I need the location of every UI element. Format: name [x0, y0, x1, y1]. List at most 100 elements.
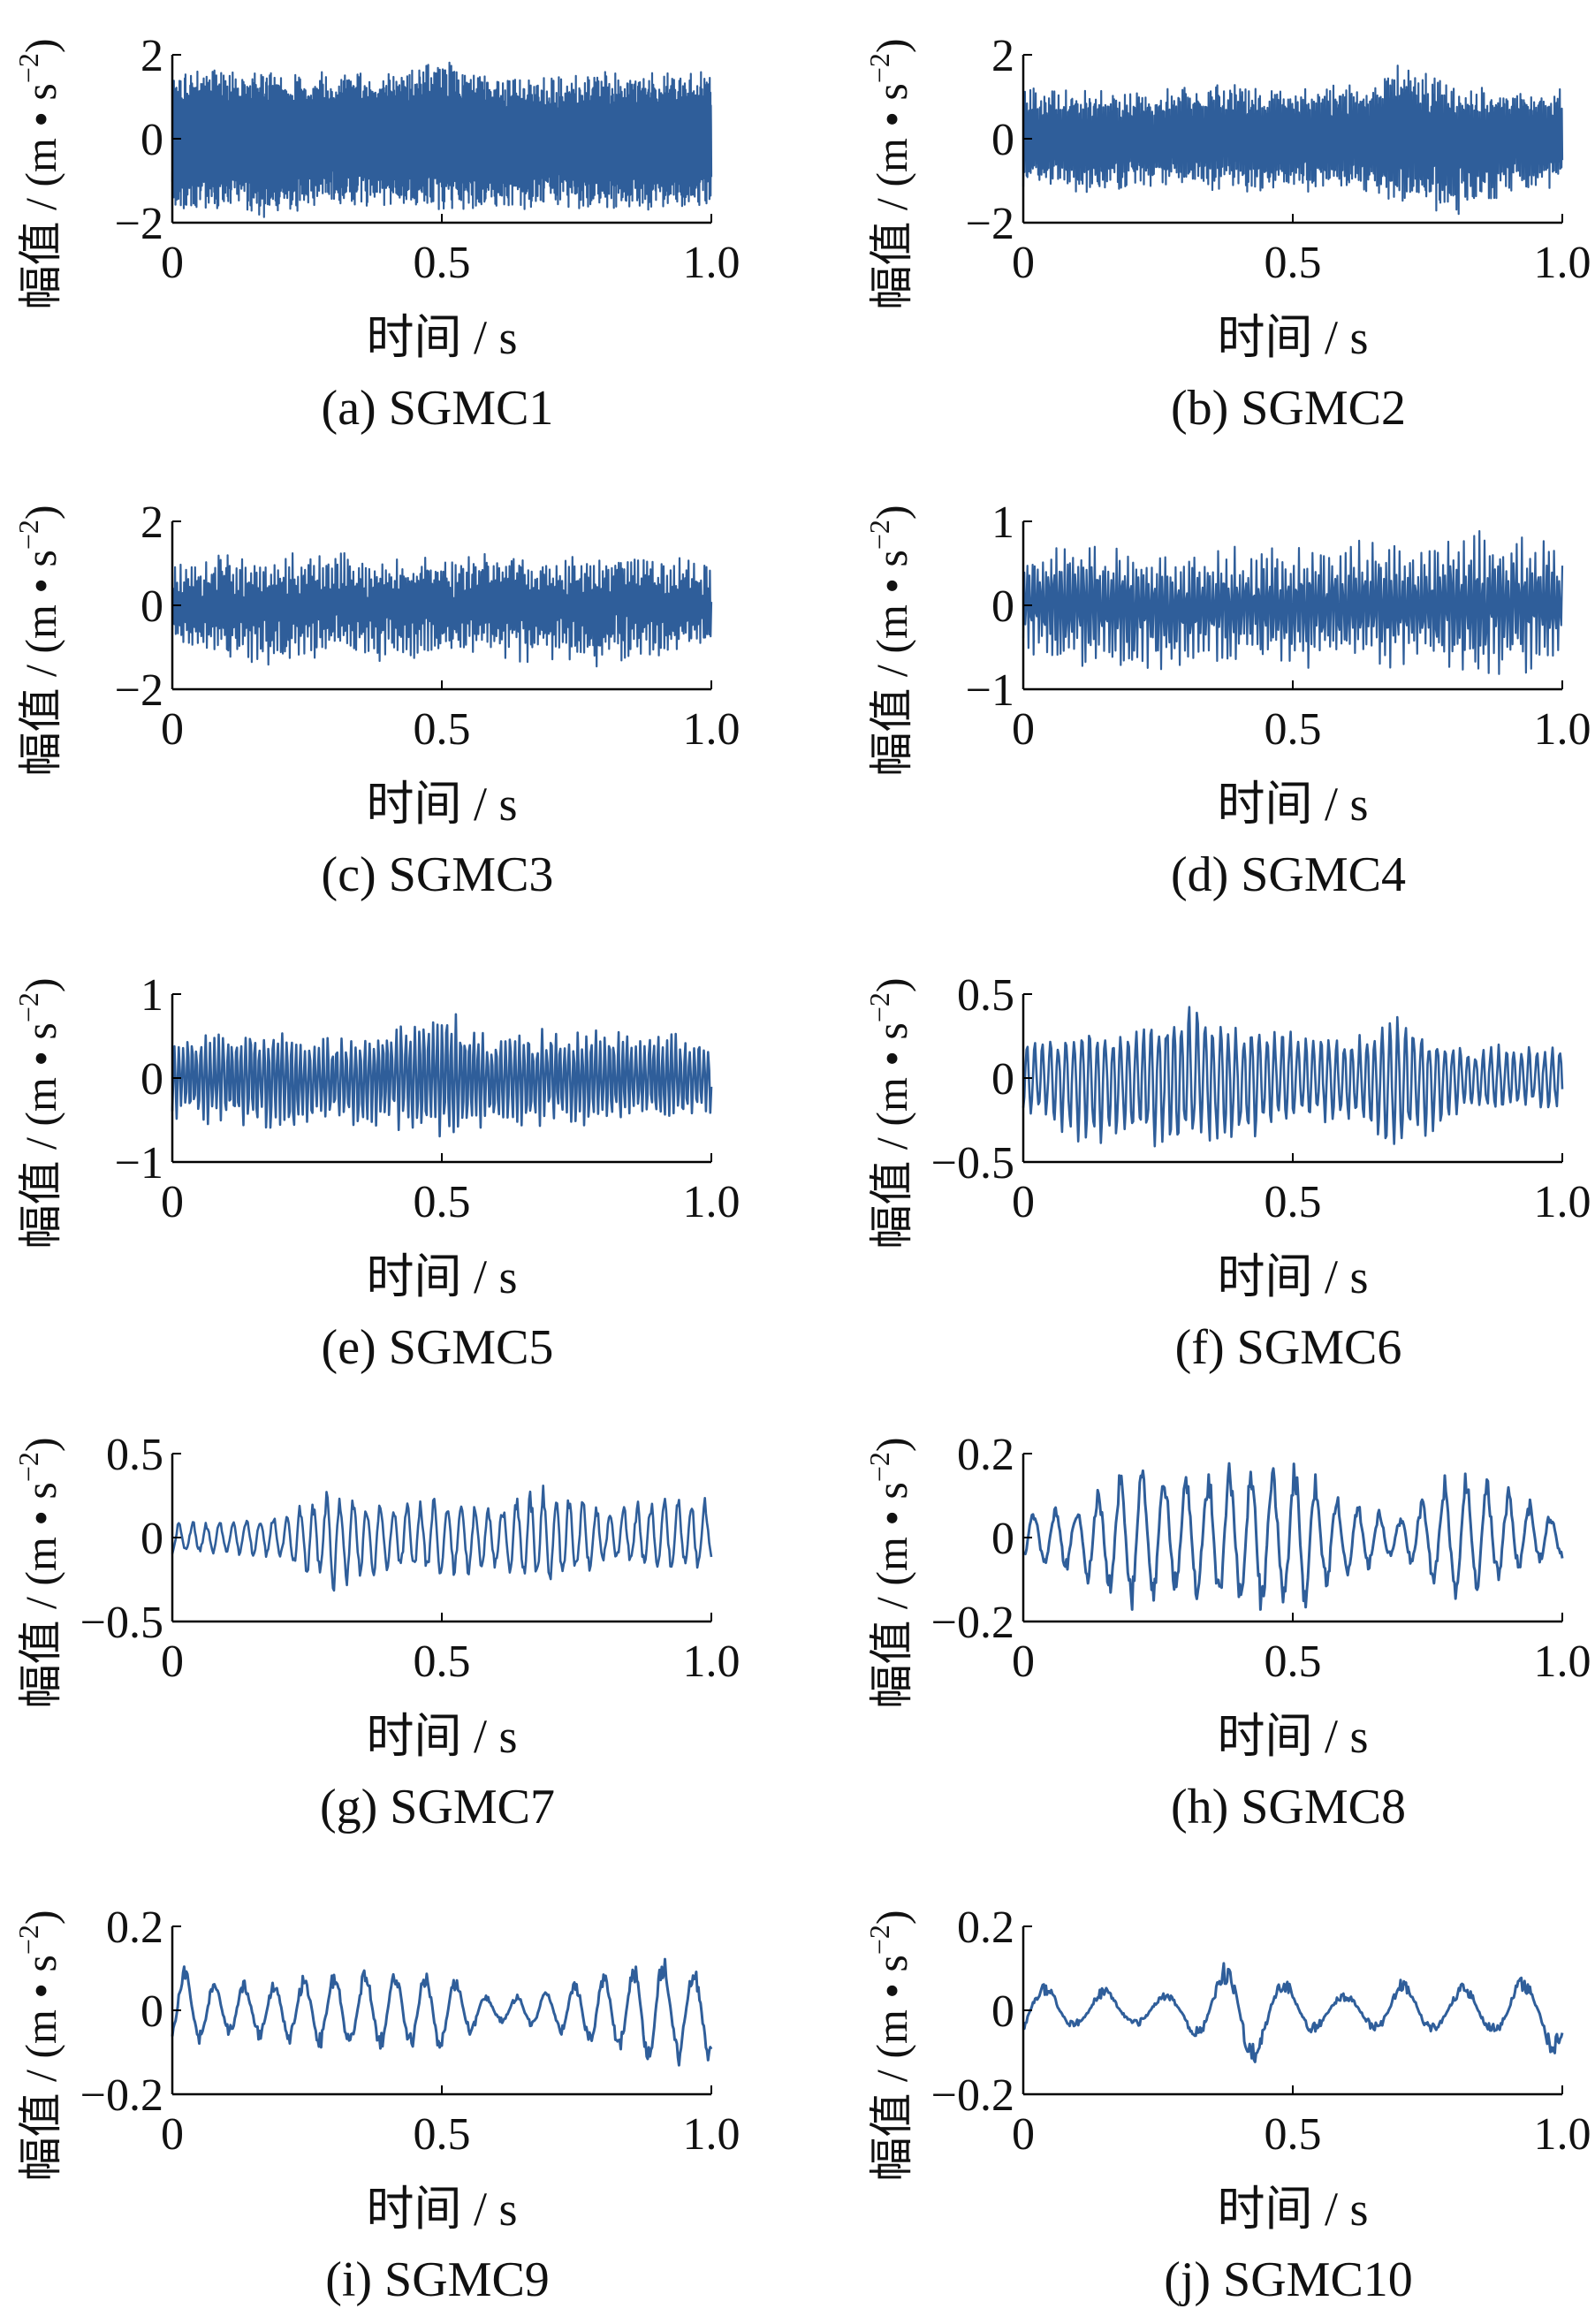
- y-tick-label: −0.5: [931, 1138, 1014, 1189]
- x-tick-label: 1.0: [1534, 1177, 1591, 1227]
- y-axis-title-exponent: −2: [12, 1925, 44, 1955]
- y-axis-title-main: 幅值 / (m • s: [867, 1482, 916, 1708]
- y-axis-title-exponent: −2: [12, 992, 44, 1022]
- y-axis-title-exponent: −2: [863, 992, 895, 1022]
- y-axis-title: 幅值 / (m • s−2): [12, 505, 65, 776]
- y-axis-title-exponent: −2: [863, 1925, 895, 1955]
- y-axis-title-main: 幅值 / (m • s: [16, 1482, 65, 1708]
- y-axis-title: 幅值 / (m • s−2): [12, 977, 65, 1249]
- y-axis-title-close: ): [867, 505, 916, 520]
- y-axis-title-close: ): [16, 1437, 65, 1452]
- panel-caption: (h) SGMC8: [1171, 1780, 1406, 1834]
- x-tick-label: 1.0: [683, 2109, 741, 2160]
- x-tick-label: 0.5: [1265, 238, 1322, 288]
- x-tick-label: 0: [161, 2109, 184, 2160]
- y-axis-title: 幅值 / (m • s−2): [863, 1910, 916, 2181]
- x-tick-label: 0.5: [414, 1637, 471, 1687]
- y-tick-label: −1: [966, 665, 1014, 716]
- x-tick-label: 1.0: [1534, 238, 1591, 288]
- x-tick-label: 1.0: [683, 1177, 741, 1227]
- y-tick-label: −0.2: [80, 2070, 163, 2121]
- y-tick-label: 0: [991, 1054, 1014, 1105]
- y-axis-title-main: 幅值 / (m • s: [16, 1022, 65, 1249]
- y-axis-title-close: ): [867, 1910, 916, 1925]
- x-tick-label: 0: [1012, 1177, 1035, 1227]
- panel-caption: (d) SGMC4: [1171, 847, 1406, 902]
- y-axis-title-main: 幅值 / (m • s: [16, 1955, 65, 2181]
- x-tick-label: 0.5: [414, 704, 471, 755]
- y-tick-label: 0: [141, 581, 163, 632]
- x-tick-label: 0: [161, 704, 184, 755]
- x-tick-label: 1.0: [683, 1637, 741, 1687]
- y-axis-title-close: ): [16, 505, 65, 520]
- panel-caption: (a) SGMC1: [322, 381, 554, 436]
- y-tick-label: 0: [991, 115, 1014, 165]
- series-line-SGMC2: [1022, 65, 1564, 216]
- panel-caption: (b) SGMC2: [1171, 381, 1406, 436]
- panel-caption: (i) SGMC9: [325, 2252, 550, 2307]
- panel-caption: (e) SGMC5: [322, 1320, 554, 1375]
- y-tick-label: 0: [991, 1986, 1014, 2037]
- x-axis-title: 时间 / s: [366, 311, 517, 364]
- x-axis-title: 时间 / s: [1217, 778, 1368, 831]
- y-tick-label: 0: [141, 1514, 163, 1564]
- y-axis-title-main: 幅值 / (m • s: [16, 550, 65, 776]
- y-axis-title: 幅值 / (m • s−2): [863, 505, 916, 776]
- y-axis-title-close: ): [867, 977, 916, 992]
- y-tick-label: −1: [115, 1138, 163, 1189]
- y-tick-label: 0.2: [106, 1902, 163, 1953]
- y-tick-label: 1: [141, 970, 163, 1021]
- x-axis-title: 时间 / s: [366, 1710, 517, 1763]
- y-axis-title: 幅值 / (m • s−2): [12, 38, 65, 309]
- y-axis-title-close: ): [867, 38, 916, 53]
- y-axis-title-exponent: −2: [863, 53, 895, 83]
- y-tick-label: 0.2: [957, 1902, 1014, 1953]
- x-tick-label: 1.0: [683, 238, 741, 288]
- y-axis-title-main: 幅值 / (m • s: [867, 1022, 916, 1249]
- y-axis-title-close: ): [16, 977, 65, 992]
- x-axis-title: 时间 / s: [366, 778, 517, 831]
- series-line-SGMC6: [1022, 1006, 1564, 1148]
- x-axis-title: 时间 / s: [1217, 311, 1368, 364]
- y-tick-label: 0: [141, 1986, 163, 2037]
- y-axis-title-exponent: −2: [12, 53, 44, 83]
- y-tick-label: −2: [115, 665, 163, 716]
- x-tick-label: 1.0: [1534, 704, 1591, 755]
- series-line-SGMC7: [171, 1485, 713, 1592]
- x-axis-title: 时间 / s: [1217, 1710, 1368, 1763]
- y-tick-label: 2: [141, 31, 163, 81]
- y-tick-label: −2: [115, 199, 163, 249]
- x-tick-label: 0.5: [1265, 1637, 1322, 1687]
- panel-caption: (c) SGMC3: [322, 847, 554, 902]
- x-axis-title: 时间 / s: [1217, 2183, 1368, 2236]
- y-tick-label: −0.2: [931, 2070, 1014, 2121]
- x-tick-label: 0: [1012, 1637, 1035, 1687]
- x-tick-label: 0: [1012, 238, 1035, 288]
- y-tick-label: −0.5: [80, 1598, 163, 1648]
- y-axis-title-main: 幅值 / (m • s: [16, 83, 65, 309]
- series-line-SGMC5: [171, 1013, 713, 1138]
- y-axis-title-main: 幅值 / (m • s: [867, 83, 916, 309]
- y-axis-title-close: ): [867, 1437, 916, 1452]
- y-axis-title-exponent: −2: [863, 1452, 895, 1482]
- x-tick-label: 0.5: [1265, 1177, 1322, 1227]
- y-tick-label: 0: [141, 1054, 163, 1105]
- y-tick-label: 0.5: [957, 970, 1014, 1021]
- x-tick-label: 0.5: [414, 238, 471, 288]
- y-axis-title: 幅值 / (m • s−2): [863, 1437, 916, 1708]
- x-tick-label: 1.0: [1534, 2109, 1591, 2160]
- panel-caption: (g) SGMC7: [320, 1780, 555, 1834]
- x-tick-label: 0: [1012, 2109, 1035, 2160]
- y-tick-label: −2: [966, 199, 1014, 249]
- series-line-SGMC8: [1022, 1462, 1564, 1611]
- y-tick-label: 0.2: [957, 1430, 1014, 1480]
